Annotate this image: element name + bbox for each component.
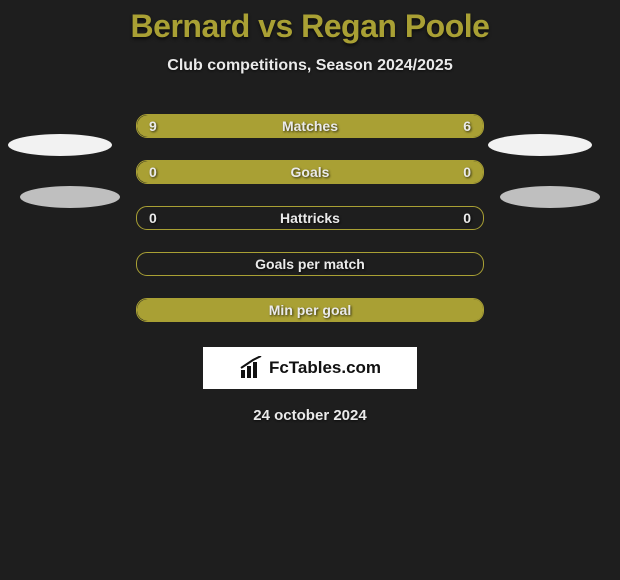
decorative-ellipse	[488, 134, 592, 156]
bars-icon	[239, 356, 263, 380]
stat-bar: 00Hattricks	[136, 206, 484, 230]
stat-label: Goals	[137, 161, 483, 183]
page-subtitle: Club competitions, Season 2024/2025	[0, 57, 620, 75]
comparison-infographic: Bernard vs Regan Poole Club competitions…	[0, 8, 620, 580]
page-title: Bernard vs Regan Poole	[0, 8, 620, 45]
date-text: 24 october 2024	[0, 407, 620, 424]
stat-bar: 96Matches	[136, 114, 484, 138]
stat-bar: 00Goals	[136, 160, 484, 184]
decorative-ellipse	[8, 134, 112, 156]
stat-label: Matches	[137, 115, 483, 137]
logo-text: FcTables.com	[269, 358, 381, 378]
stat-row: Goals per match	[0, 241, 620, 287]
stat-label: Min per goal	[137, 299, 483, 321]
logo-badge: FcTables.com	[203, 347, 417, 389]
stat-bar: Min per goal	[136, 298, 484, 322]
stat-row: Min per goal	[0, 287, 620, 333]
decorative-ellipse	[20, 186, 120, 208]
stat-label: Goals per match	[137, 253, 483, 275]
stat-bar: Goals per match	[136, 252, 484, 276]
stat-label: Hattricks	[137, 207, 483, 229]
decorative-ellipse	[500, 186, 600, 208]
